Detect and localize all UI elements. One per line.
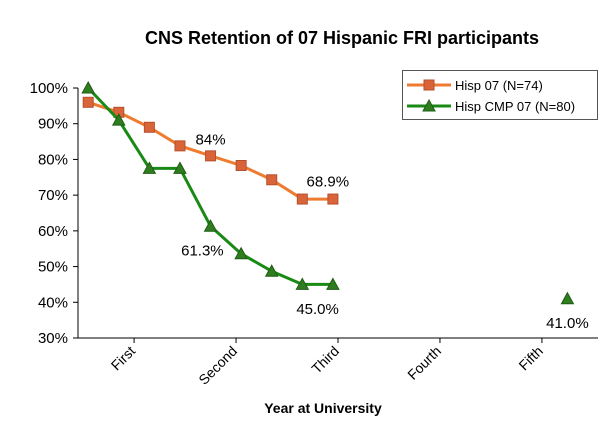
- y-tick-label: 80%: [38, 151, 68, 168]
- x-tick-label: Second: [195, 343, 240, 388]
- data-label: 61.3%: [181, 243, 224, 260]
- y-tick-label: 90%: [38, 116, 68, 133]
- x-axis-title: Year at University: [264, 400, 382, 416]
- data-point-square: [296, 193, 308, 205]
- data-point-triangle: [295, 277, 310, 290]
- x-tick-label: Third: [308, 343, 342, 377]
- legend-item-series-0: Hisp 07 (N=74): [407, 75, 543, 95]
- data-point-triangle: [234, 246, 248, 260]
- data-point-triangle: [173, 161, 187, 174]
- data-point-triangle: [142, 161, 157, 174]
- data-label: 68.9%: [307, 174, 350, 191]
- y-tick-label: 30%: [38, 330, 68, 347]
- legend-label: Hisp 07 (N=74): [455, 77, 543, 93]
- y-tick-labels: 30% 40% 50% 60% 70% 80% 90% 100%: [30, 80, 78, 347]
- chart-title: CNS Retention of 07 Hispanic FRI partici…: [144, 28, 540, 48]
- data-point-square: [82, 96, 94, 108]
- data-point-triangle: [560, 291, 575, 305]
- legend-item-series-1: Hisp CMP 07 (N=80): [407, 96, 575, 116]
- data-point-square: [205, 150, 217, 162]
- legend-label: Hisp CMP 07 (N=80): [455, 98, 576, 114]
- legend-swatch-icon: [407, 99, 451, 112]
- y-tick-label: 60%: [38, 223, 68, 240]
- data-point-square: [143, 121, 155, 133]
- data-point-triangle: [81, 80, 96, 94]
- legend-swatch-icon: [407, 79, 451, 91]
- data-point-square: [266, 174, 278, 186]
- data-label: 84%: [196, 131, 226, 148]
- legend: Hisp 07 (N=74) Hisp CMP 07 (N=80): [402, 70, 598, 120]
- y-tick-label: 40%: [38, 294, 68, 311]
- x-tick-label: Fourth: [404, 343, 444, 383]
- x-tick-label: First: [108, 343, 139, 374]
- data-point-triangle: [326, 277, 340, 290]
- data-label: 41.0%: [546, 315, 589, 332]
- data-point-square: [235, 160, 247, 171]
- data-point-square: [327, 193, 339, 205]
- annotations-group: 84% 68.9% 61.3% 45.0% 41.0%: [181, 131, 589, 332]
- x-tick-label: Fifth: [515, 343, 546, 374]
- x-tick-labels: First Second Third Fourth Fifth: [108, 338, 546, 388]
- y-tick-label: 50%: [38, 259, 68, 276]
- data-point-triangle: [111, 113, 126, 126]
- y-tick-label: 100%: [30, 80, 68, 97]
- data-label: 45.0%: [296, 301, 339, 318]
- series-group: [81, 80, 575, 305]
- data-point-triangle: [264, 264, 279, 277]
- data-point-square: [174, 140, 186, 152]
- data-point-triangle: [203, 219, 218, 232]
- y-tick-label: 70%: [38, 187, 68, 204]
